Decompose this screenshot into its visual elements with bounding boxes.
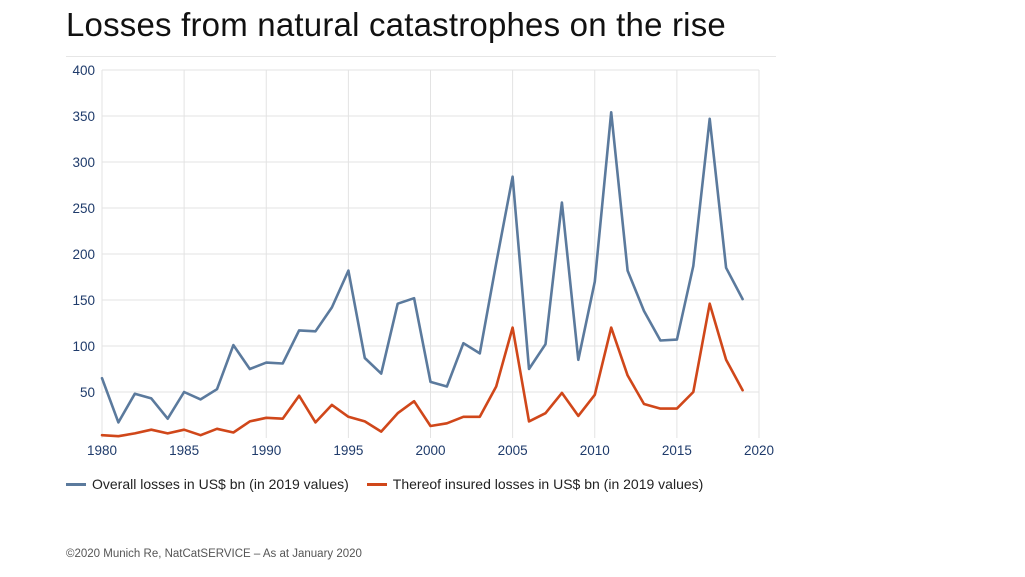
x-tick-label: 2000 [415, 443, 445, 458]
legend-item-overall: Overall losses in US$ bn (in 2019 values… [66, 476, 349, 492]
y-tick-label: 50 [80, 385, 95, 400]
series-line-insured [100, 302, 744, 438]
y-tick-label: 400 [72, 63, 95, 78]
y-tick-label: 300 [72, 155, 95, 170]
x-tick-label: 2020 [744, 443, 774, 458]
chart-title: Losses from natural catastrophes on the … [66, 6, 726, 43]
y-tick-label: 250 [72, 201, 95, 216]
y-tick-label: 100 [72, 339, 95, 354]
x-tick-label: 1995 [333, 443, 363, 458]
legend-label-overall: Overall losses in US$ bn (in 2019 values… [92, 476, 349, 492]
source-footer: ©2020 Munich Re, NatCatSERVICE – As at J… [66, 548, 362, 560]
legend-swatch-overall [66, 482, 86, 486]
x-tick-label: 2010 [580, 443, 610, 458]
y-tick-label: 200 [72, 247, 95, 262]
x-tick-label: 2005 [498, 443, 528, 458]
x-tick-label: 1985 [169, 443, 199, 458]
chart-legend: Overall losses in US$ bn (in 2019 values… [66, 476, 721, 492]
legend-swatch-insured [366, 482, 387, 486]
y-tick-label: 350 [72, 109, 95, 124]
x-tick-label: 1990 [251, 443, 281, 458]
y-tick-label: 150 [72, 293, 95, 308]
x-tick-label: 1980 [87, 443, 117, 458]
legend-item-insured: Thereof insured losses in US$ bn (in 201… [366, 476, 704, 492]
title-divider [66, 56, 776, 57]
x-tick-label: 2015 [662, 443, 692, 458]
legend-label-insured: Thereof insured losses in US$ bn (in 201… [392, 476, 704, 492]
series-line-overall [100, 111, 744, 424]
